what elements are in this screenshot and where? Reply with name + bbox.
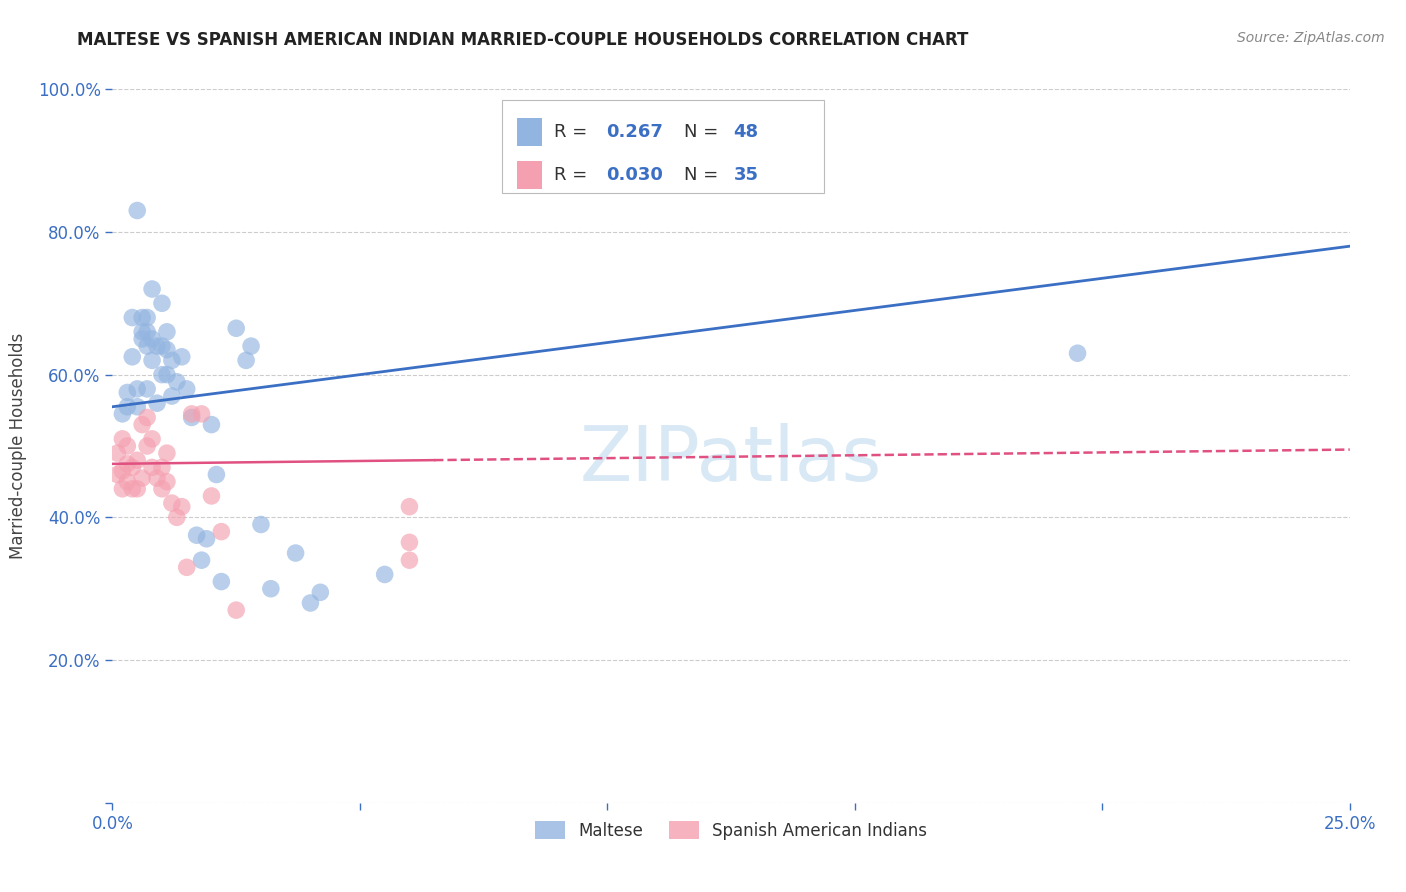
Point [141, 432, 163, 446]
Point [180, 407, 202, 421]
Point [121, 350, 143, 364]
Point [156, 475, 179, 489]
Point [111, 432, 134, 446]
Point [117, 439, 139, 453]
Text: R =: R = [554, 123, 593, 141]
Point [107, 467, 129, 482]
Point [111, 464, 134, 478]
FancyBboxPatch shape [517, 161, 541, 189]
Text: R =: R = [554, 166, 593, 184]
Point [127, 453, 149, 467]
Point [150, 368, 173, 382]
Point [284, 546, 307, 560]
Point [209, 524, 232, 539]
Text: 48: 48 [734, 123, 759, 141]
Point [136, 325, 159, 339]
Point [166, 510, 188, 524]
Text: ZIPatlas: ZIPatlas [579, 424, 883, 497]
Point [186, 528, 208, 542]
Point [176, 560, 198, 574]
Point [127, 203, 149, 218]
Point [209, 574, 232, 589]
Point [131, 310, 153, 325]
Point [111, 407, 134, 421]
Point [117, 475, 139, 489]
Point [136, 439, 159, 453]
Point [141, 460, 163, 475]
Point [309, 585, 332, 599]
Point [180, 410, 202, 425]
Point [117, 385, 139, 400]
Point [156, 343, 179, 357]
Point [150, 482, 173, 496]
Point [150, 339, 173, 353]
Point [156, 446, 179, 460]
Text: Source: ZipAtlas.com: Source: ZipAtlas.com [1237, 31, 1385, 45]
Point [107, 446, 129, 460]
Text: 0.030: 0.030 [606, 166, 664, 184]
Point [235, 353, 257, 368]
Point [166, 375, 188, 389]
Point [156, 368, 179, 382]
Point [170, 500, 193, 514]
Point [131, 325, 153, 339]
Point [205, 467, 228, 482]
Point [260, 582, 283, 596]
Point [398, 500, 420, 514]
Point [146, 471, 169, 485]
Point [131, 471, 153, 485]
Point [200, 417, 222, 432]
Point [141, 282, 163, 296]
Point [127, 400, 149, 414]
Point [190, 407, 212, 421]
FancyBboxPatch shape [517, 118, 541, 146]
Point [160, 353, 183, 368]
Point [200, 489, 222, 503]
Point [136, 382, 159, 396]
Text: 35: 35 [734, 166, 759, 184]
Point [170, 350, 193, 364]
Point [136, 310, 159, 325]
Point [127, 482, 149, 496]
Point [160, 496, 183, 510]
Text: 0.267: 0.267 [606, 123, 664, 141]
Point [374, 567, 396, 582]
Point [127, 382, 149, 396]
Point [160, 389, 183, 403]
Point [176, 382, 198, 396]
Point [146, 339, 169, 353]
Point [299, 596, 322, 610]
Point [131, 332, 153, 346]
Point [141, 353, 163, 368]
Point [141, 332, 163, 346]
Text: MALTESE VS SPANISH AMERICAN INDIAN MARRIED-COUPLE HOUSEHOLDS CORRELATION CHART: MALTESE VS SPANISH AMERICAN INDIAN MARRI… [77, 31, 969, 49]
Point [150, 296, 173, 310]
Point [150, 460, 173, 475]
Legend: Maltese, Spanish American Indians: Maltese, Spanish American Indians [527, 814, 935, 848]
Point [111, 482, 134, 496]
Point [121, 310, 143, 325]
Point [250, 517, 273, 532]
Point [398, 535, 420, 549]
Point [398, 553, 420, 567]
Point [1066, 346, 1088, 360]
Point [225, 603, 247, 617]
Text: N =: N = [685, 166, 724, 184]
Point [117, 457, 139, 471]
Point [136, 339, 159, 353]
Point [190, 553, 212, 567]
FancyBboxPatch shape [502, 100, 824, 193]
Point [195, 532, 218, 546]
Point [240, 339, 263, 353]
Point [225, 321, 247, 335]
Point [136, 410, 159, 425]
Point [131, 417, 153, 432]
Text: N =: N = [685, 123, 724, 141]
Point [156, 325, 179, 339]
Point [121, 482, 143, 496]
Y-axis label: Married-couple Households: Married-couple Households [8, 333, 27, 559]
Point [146, 396, 169, 410]
Point [121, 460, 143, 475]
Point [117, 400, 139, 414]
